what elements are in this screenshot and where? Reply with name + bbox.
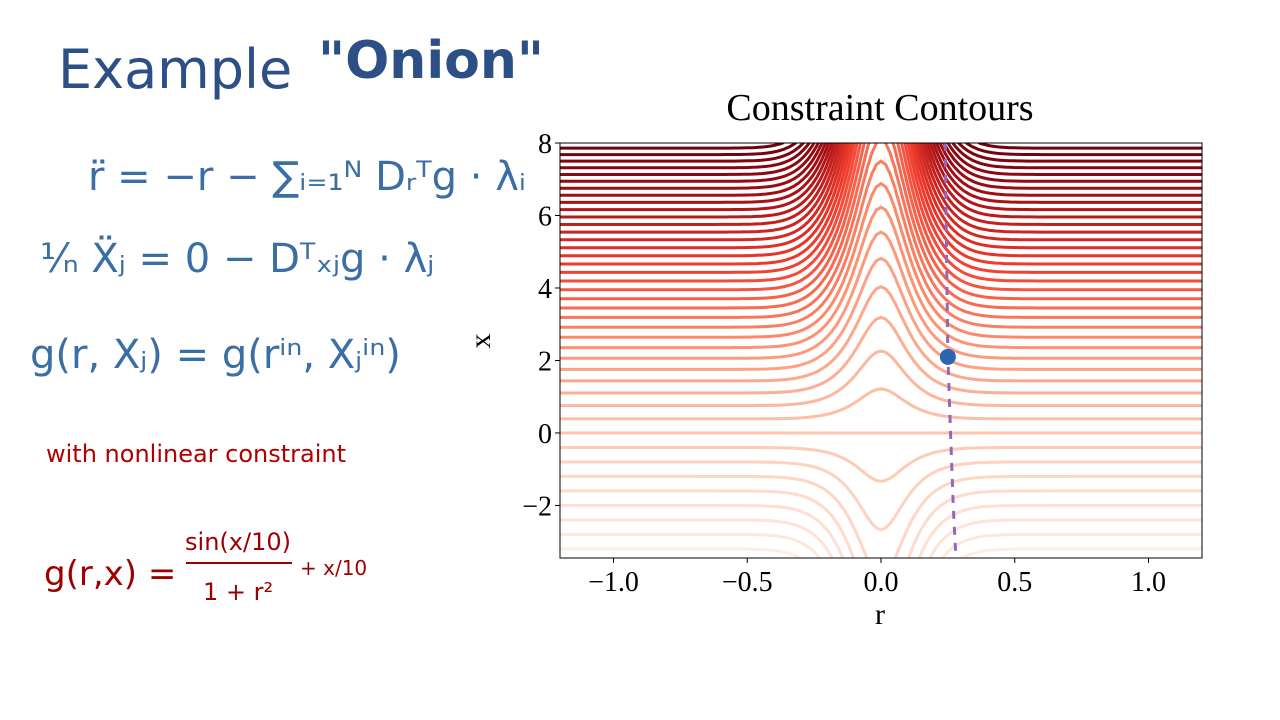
y-tick-label: 4 bbox=[538, 274, 552, 305]
x-tick-label: 0.0 bbox=[864, 567, 899, 598]
contour-line bbox=[560, 143, 1202, 226]
formula-denominator: 1 + r² bbox=[203, 578, 273, 606]
formula-rhs: + x/10 bbox=[300, 556, 367, 580]
contour-line bbox=[560, 143, 1202, 183]
contour-line bbox=[560, 143, 1202, 319]
contour-line bbox=[560, 315, 1202, 395]
equation: r̈ = −r − ∑ᵢ₌₁ᴺ Dᵣᵀg · λᵢ bbox=[88, 154, 526, 200]
contour-line bbox=[560, 143, 1202, 190]
contour-line bbox=[560, 143, 1202, 176]
contour-line bbox=[560, 143, 1202, 219]
plot-area bbox=[560, 143, 1202, 558]
y-tick-label: 8 bbox=[538, 129, 552, 160]
notes-title: Example bbox=[58, 38, 292, 101]
contour-line bbox=[560, 547, 1202, 558]
x-tick-label: −1.0 bbox=[588, 567, 639, 598]
contour-line bbox=[560, 257, 1202, 371]
chart-title: Constraint Contours bbox=[726, 87, 1033, 129]
contour-line bbox=[560, 143, 1202, 274]
constraint-note: with nonlinear constraint bbox=[46, 440, 346, 468]
contour-line bbox=[560, 349, 1202, 408]
contour-line bbox=[560, 143, 1202, 234]
x-tick-label: 0.5 bbox=[997, 567, 1032, 598]
contour-line bbox=[560, 446, 1202, 483]
contour-line bbox=[560, 143, 1202, 242]
contour-line bbox=[560, 230, 1202, 360]
y-tick-label: 6 bbox=[538, 201, 552, 232]
trajectory bbox=[943, 143, 958, 558]
equation: ¹⁄ₙ Ẍⱼ = 0 − Dᵀₓⱼg · λⱼ bbox=[40, 234, 434, 282]
x-tick-label: 1.0 bbox=[1131, 567, 1166, 598]
contour-line bbox=[560, 143, 1202, 157]
y-tick-label: 0 bbox=[538, 419, 552, 450]
contour-line bbox=[560, 205, 1202, 350]
contour-line bbox=[560, 387, 1202, 421]
contour-line bbox=[560, 143, 1202, 204]
contour-line bbox=[560, 285, 1202, 383]
formula-numerator: sin(x/10) bbox=[185, 528, 291, 556]
contour-line bbox=[560, 503, 1202, 558]
point bbox=[939, 348, 956, 365]
contour-line bbox=[560, 143, 1202, 283]
contour-line bbox=[560, 474, 1202, 558]
contour-line bbox=[560, 460, 1202, 532]
contour-line bbox=[560, 182, 1202, 339]
x-tick-label: −0.5 bbox=[722, 567, 773, 598]
x-axis-label: r bbox=[875, 598, 885, 631]
contour-line bbox=[560, 143, 1202, 301]
contour-line bbox=[560, 143, 1202, 170]
contour-line bbox=[560, 143, 1202, 292]
contour-line bbox=[560, 532, 1202, 558]
contour-line bbox=[560, 143, 1202, 258]
y-axis-label: x bbox=[464, 334, 497, 349]
notes-title-quoted: "Onion" bbox=[318, 31, 544, 91]
y-tick-label: −2 bbox=[522, 491, 552, 522]
y-tick-label: 2 bbox=[538, 346, 552, 377]
contour-line bbox=[560, 143, 1202, 150]
contour-line bbox=[560, 143, 1202, 250]
contour-line bbox=[560, 159, 1202, 329]
contour-line bbox=[560, 143, 1202, 163]
contour-line bbox=[560, 143, 1202, 212]
equation: g(r, Xⱼ) = g(rⁱⁿ, Xⱼⁱⁿ) bbox=[30, 332, 401, 378]
contour-line bbox=[560, 143, 1202, 310]
contour-line bbox=[560, 489, 1202, 558]
contour-line bbox=[560, 518, 1202, 558]
formula-lhs: g(r,x) = bbox=[44, 554, 176, 594]
contour-line bbox=[560, 143, 1202, 197]
